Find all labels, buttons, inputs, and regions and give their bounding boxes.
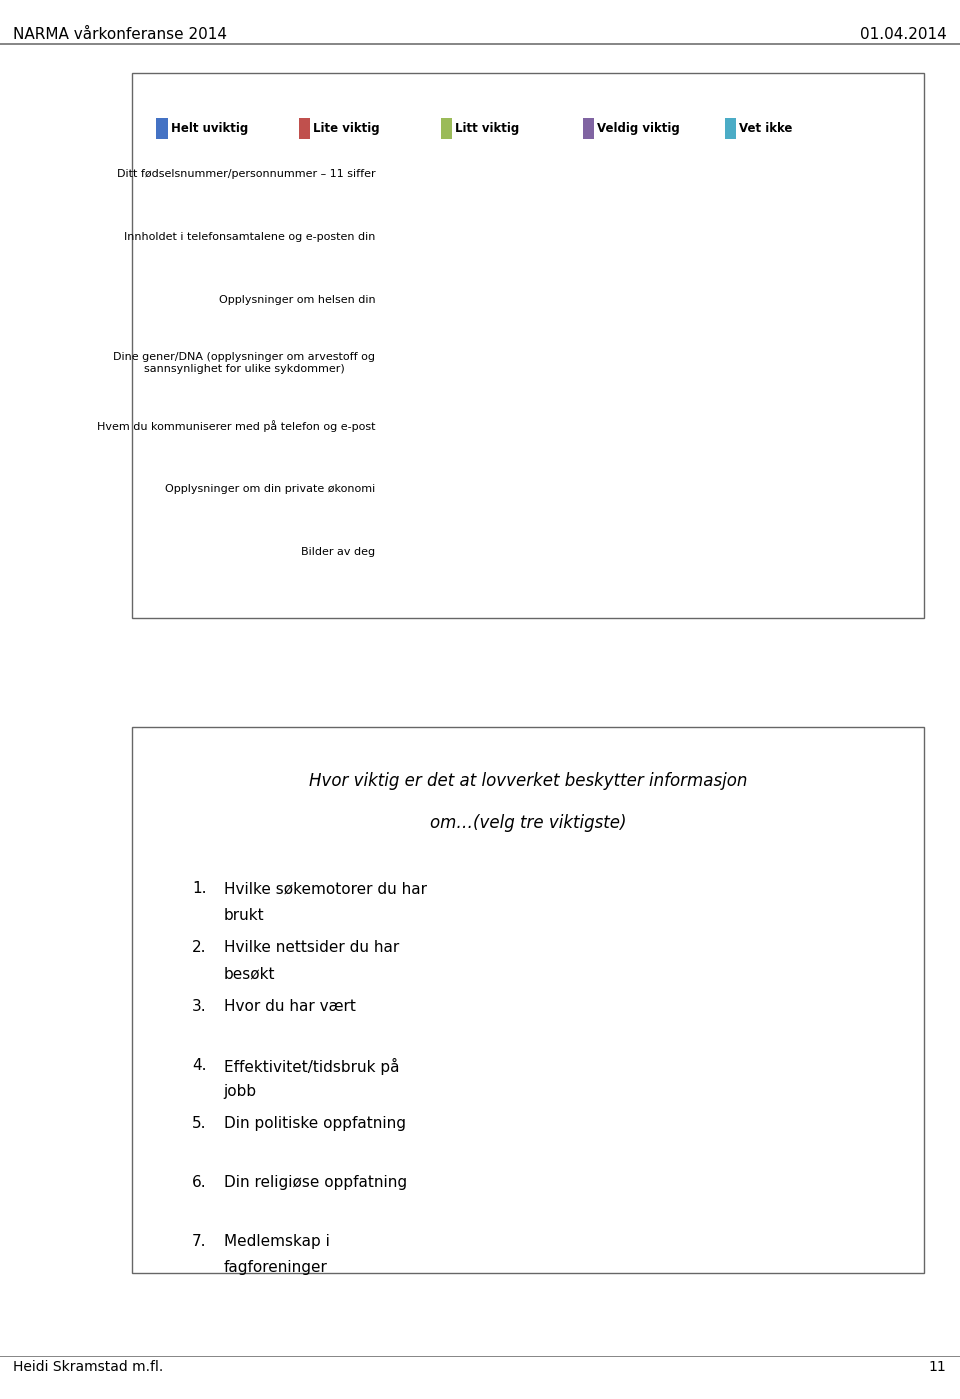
Bar xyxy=(805,470,814,502)
Text: brukt: brukt xyxy=(224,908,264,923)
Text: besøkt: besøkt xyxy=(224,967,276,982)
Text: Bilder av deg: Bilder av deg xyxy=(301,547,375,557)
Bar xyxy=(425,409,511,441)
Bar xyxy=(472,224,805,256)
Bar xyxy=(408,224,472,256)
Text: 1.: 1. xyxy=(192,881,206,897)
Text: Effektivitet/tidsbruk på: Effektivitet/tidsbruk på xyxy=(224,1058,399,1074)
Text: Vet ikke: Vet ikke xyxy=(739,122,793,134)
Bar xyxy=(490,285,805,318)
Bar xyxy=(511,409,802,441)
Text: Hvilke søkemotorer du har: Hvilke søkemotorer du har xyxy=(224,881,426,897)
Bar xyxy=(387,224,408,256)
Bar xyxy=(387,532,396,564)
Bar xyxy=(387,347,421,379)
Text: Hvilke nettsider du har: Hvilke nettsider du har xyxy=(224,940,399,956)
Bar xyxy=(797,347,814,379)
Bar xyxy=(805,224,814,256)
Text: Hvor du har vært: Hvor du har vært xyxy=(224,999,355,1014)
Text: Litt viktig: Litt viktig xyxy=(455,122,519,134)
Text: Veldig viktig: Veldig viktig xyxy=(597,122,680,134)
Text: 4.: 4. xyxy=(192,1058,206,1073)
Text: jobb: jobb xyxy=(224,1084,257,1100)
Text: Lite viktig: Lite viktig xyxy=(313,122,379,134)
Bar xyxy=(396,409,425,441)
Text: Opplysninger om din private økonomi: Opplysninger om din private økonomi xyxy=(165,484,375,494)
Text: 7.: 7. xyxy=(192,1234,206,1249)
Bar xyxy=(387,409,396,441)
Bar xyxy=(802,409,814,441)
Text: Innholdet i telefonsamtalene og e-posten din: Innholdet i telefonsamtalene og e-posten… xyxy=(124,232,375,242)
Text: Medlemskap i: Medlemskap i xyxy=(224,1234,329,1249)
Bar xyxy=(451,162,805,194)
Text: NARMA vårkonferanse 2014: NARMA vårkonferanse 2014 xyxy=(13,27,228,42)
Bar xyxy=(537,470,805,502)
Text: Din religiøse oppfatning: Din religiøse oppfatning xyxy=(224,1175,407,1191)
Bar xyxy=(430,470,537,502)
Bar xyxy=(396,532,438,564)
Text: 2.: 2. xyxy=(192,940,206,956)
Bar xyxy=(805,285,814,318)
Bar xyxy=(421,347,498,379)
Text: Hvor viktig er det at lovverket beskytter informasjon: Hvor viktig er det at lovverket beskytte… xyxy=(309,772,747,790)
Text: Ditt fødselsnummer/personnummer – 11 siffer: Ditt fødselsnummer/personnummer – 11 sif… xyxy=(117,169,375,179)
Bar xyxy=(404,285,490,318)
Text: om…(velg tre viktigste): om…(velg tre viktigste) xyxy=(430,814,626,832)
Text: Dine gener/DNA (opplysninger om arvestoff og
sannsynlighet for ulike sykdommer): Dine gener/DNA (opplysninger om arvestof… xyxy=(113,353,375,374)
Text: 6.: 6. xyxy=(192,1175,206,1191)
Text: Heidi Skramstad m.fl.: Heidi Skramstad m.fl. xyxy=(13,1360,164,1374)
Bar xyxy=(387,162,399,194)
Text: Opplysninger om helsen din: Opplysninger om helsen din xyxy=(219,295,375,305)
Bar xyxy=(797,532,810,564)
Bar xyxy=(532,532,797,564)
Bar xyxy=(399,162,451,194)
Bar xyxy=(387,285,404,318)
Text: 01.04.2014: 01.04.2014 xyxy=(860,27,947,42)
Text: fagforeninger: fagforeninger xyxy=(224,1260,327,1276)
Bar xyxy=(438,532,532,564)
Text: Din politiske oppfatning: Din politiske oppfatning xyxy=(224,1116,406,1132)
Text: 5.: 5. xyxy=(192,1116,206,1132)
Text: 3.: 3. xyxy=(192,999,206,1014)
Bar xyxy=(498,347,797,379)
Text: Helt uviktig: Helt uviktig xyxy=(171,122,248,134)
Text: Hvem du kommuniserer med på telefon og e-post: Hvem du kommuniserer med på telefon og e… xyxy=(97,420,375,432)
Text: 11: 11 xyxy=(929,1360,947,1374)
Bar xyxy=(805,162,814,194)
Bar xyxy=(387,470,430,502)
